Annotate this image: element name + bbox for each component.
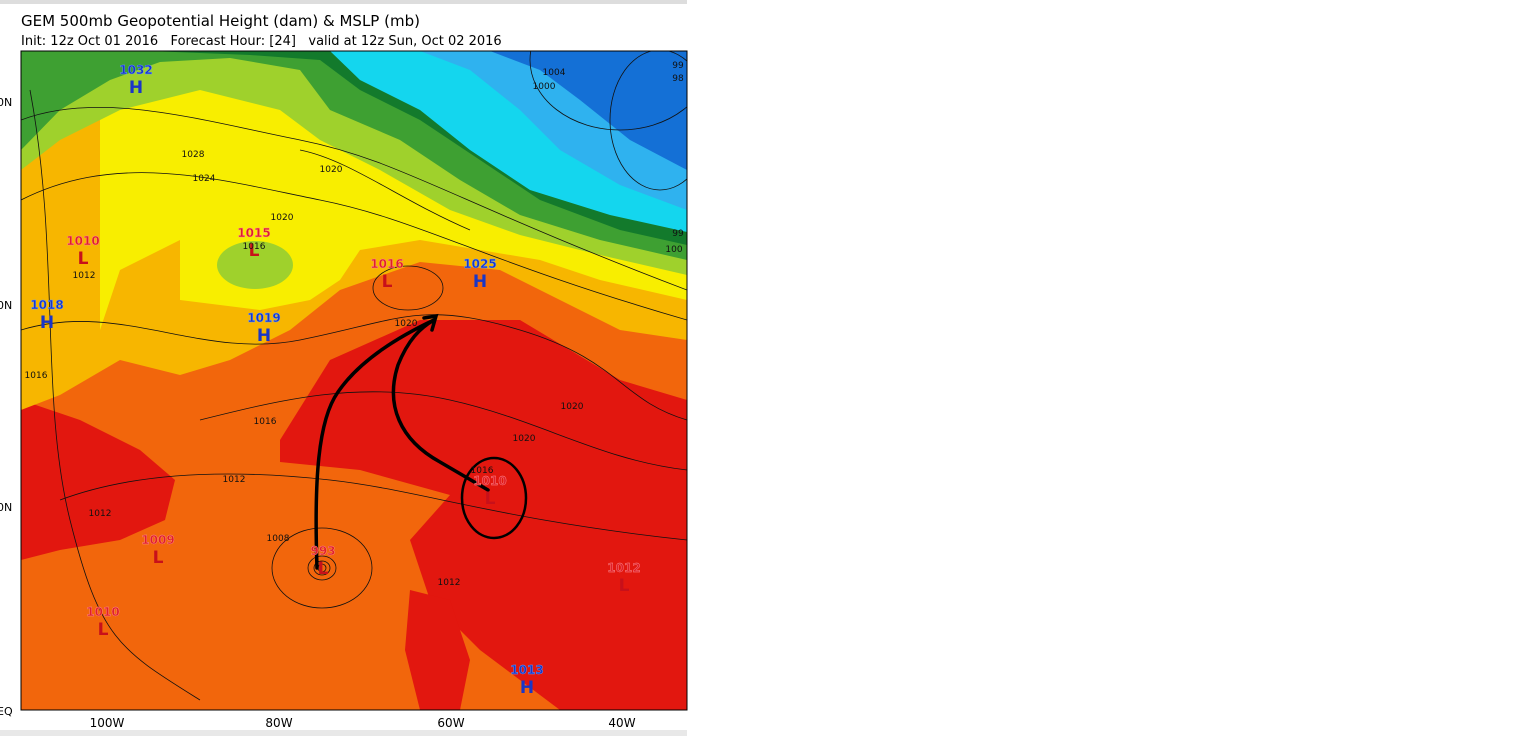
center-pressure: 1013 bbox=[510, 663, 543, 677]
center-pressure: 1012 bbox=[607, 561, 640, 575]
contour-label: 1020 bbox=[395, 319, 418, 329]
center-symbol: L bbox=[382, 272, 393, 292]
center-pressure: 1016 bbox=[370, 257, 403, 271]
contours bbox=[21, 51, 687, 701]
contour-label: 1012 bbox=[223, 475, 246, 485]
band-blue bbox=[490, 51, 687, 170]
subtitle: Init: 12z Oct 01 2016 Forecast Hour: [24… bbox=[21, 34, 502, 49]
contour-label: 1020 bbox=[320, 165, 343, 175]
contour-label: 98 bbox=[672, 74, 684, 84]
map-frame bbox=[20, 50, 688, 711]
contour-label: 1016 bbox=[25, 371, 48, 381]
center-pressure: 1032 bbox=[119, 63, 152, 77]
contour-label: 1008 bbox=[267, 534, 290, 544]
center-pressure: 1025 bbox=[463, 257, 496, 271]
contour-label: 1020 bbox=[513, 434, 536, 444]
contour-label: 1004 bbox=[543, 68, 566, 78]
band-red bbox=[405, 590, 470, 710]
lon-label: 60W bbox=[437, 716, 464, 730]
lon-label: 100W bbox=[90, 716, 125, 730]
top-strip bbox=[0, 0, 687, 4]
contour-label: 1024 bbox=[193, 174, 216, 184]
center-symbol: L bbox=[485, 489, 496, 509]
contour-label: 1020 bbox=[561, 402, 584, 412]
center-symbol: H bbox=[520, 678, 534, 698]
contour-label: 1012 bbox=[438, 578, 461, 588]
contour-label: 100 bbox=[665, 245, 682, 255]
center-symbol: L bbox=[249, 241, 260, 261]
bottom-strip bbox=[0, 730, 687, 736]
center-pressure: 1010 bbox=[473, 474, 506, 488]
lat-label: 0N bbox=[0, 501, 12, 514]
contour-label: 1012 bbox=[89, 509, 112, 519]
contour-label: 1028 bbox=[182, 150, 205, 160]
lat-label: 0N bbox=[0, 96, 12, 109]
center-symbol: H bbox=[257, 326, 271, 346]
contour-label: 99 bbox=[672, 229, 684, 239]
center-pressure: 1018 bbox=[30, 298, 63, 312]
center-pressure: 1010 bbox=[66, 234, 99, 248]
contour-label: 1020 bbox=[271, 213, 294, 223]
contour-label: 99 bbox=[672, 61, 684, 71]
contour-label: 1016 bbox=[471, 466, 494, 476]
center-pressure: 1010 bbox=[86, 605, 119, 619]
center-symbol: H bbox=[40, 313, 54, 333]
center-symbol: L bbox=[619, 576, 630, 596]
center-symbol: L bbox=[98, 620, 109, 640]
lat-label: 0N bbox=[0, 299, 12, 312]
track-arrows bbox=[314, 313, 528, 570]
center-symbol: L bbox=[153, 548, 164, 568]
center-symbol: L bbox=[78, 249, 89, 269]
lat-label: EQ bbox=[0, 705, 13, 718]
center-pressure: 993 bbox=[310, 544, 335, 558]
contour-label: 1016 bbox=[254, 417, 277, 427]
center-symbol: H bbox=[473, 272, 487, 292]
contour-label: 1000 bbox=[533, 82, 556, 92]
center-symbol: L bbox=[318, 559, 329, 579]
contour-label: 1016 bbox=[243, 242, 266, 252]
center-pressure: 1009 bbox=[141, 533, 174, 547]
center-pressure: 1019 bbox=[247, 311, 280, 325]
band-red bbox=[21, 400, 175, 560]
lon-label: 80W bbox=[265, 716, 292, 730]
center-pressure: 1015 bbox=[237, 226, 270, 240]
title: GEM 500mb Geopotential Height (dam) & MS… bbox=[21, 12, 420, 30]
map bbox=[21, 51, 687, 710]
great-lakes-blob bbox=[217, 241, 293, 289]
contour-label: 1012 bbox=[73, 271, 96, 281]
band-red bbox=[280, 320, 687, 710]
center-symbol: H bbox=[129, 78, 143, 98]
lon-label: 40W bbox=[608, 716, 635, 730]
